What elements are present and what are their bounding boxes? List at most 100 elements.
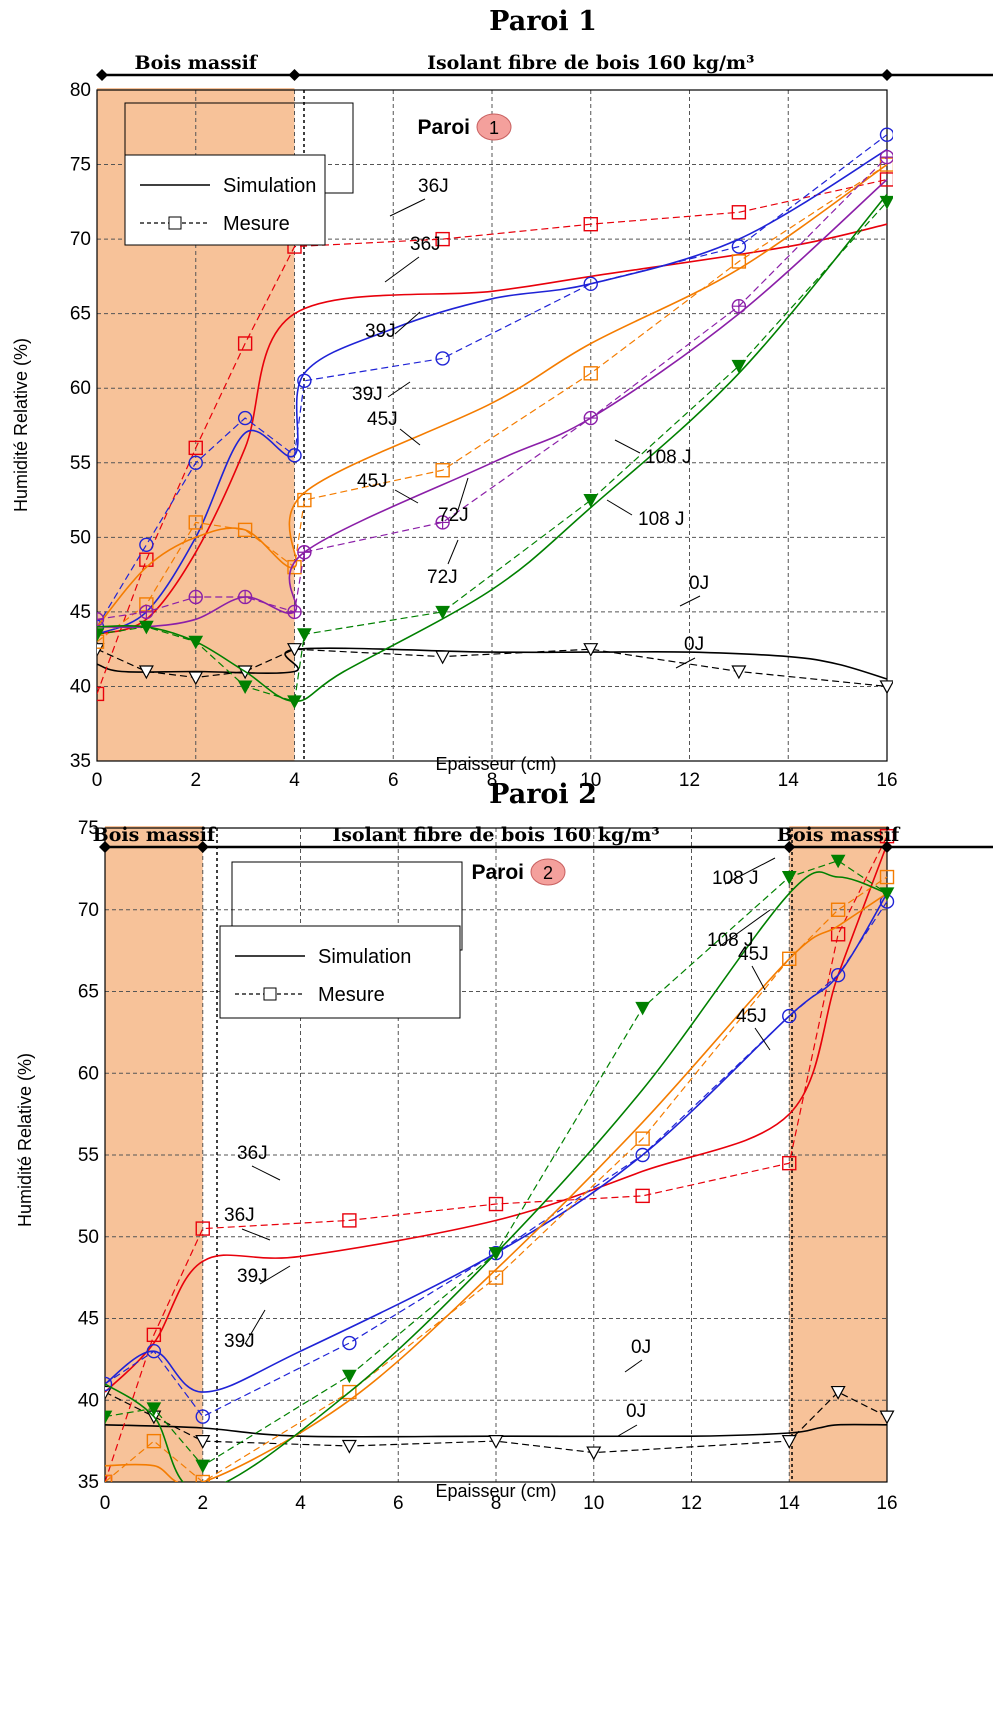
y-tick-label: 60 [78,1063,99,1084]
measurement-point [583,494,599,508]
measurement-point [287,448,302,463]
series-36j [105,828,895,1482]
x-tick-label: 2 [190,770,201,791]
measurement-point [195,1221,210,1236]
annotation-callout [394,311,421,335]
x-tick-label: 4 [295,1493,306,1514]
annotation-callout [457,477,469,511]
measurement-point [435,231,450,247]
measurement-point [830,1385,846,1400]
measurement-point [583,643,599,657]
zone-diamond [881,69,893,81]
legend: Simulation Mesure [124,154,326,246]
zone-label: Bois massif [93,824,217,846]
measurement-point [297,373,312,388]
measurement-point [731,205,747,220]
x-tick-label: 8 [487,770,498,791]
chart-title: Paroi 2 [489,779,597,810]
measurement-point [146,1327,162,1343]
simulation-line [105,892,888,1482]
measurement-point [731,254,747,269]
x-tick-label: 16 [876,1493,897,1514]
annotation-label: 36J [237,1143,268,1164]
measurement-point-cross [880,150,893,164]
measurement-point [195,1409,210,1424]
legend-mesure-marker [263,987,277,1001]
annotation-callout [614,439,641,454]
paroi-caption: Paroi [471,861,524,884]
measurement-point [97,628,105,642]
plot-frame [96,89,888,762]
y-tick-label: 35 [78,1472,99,1493]
measurement-point [731,239,747,254]
y-tick-label: 50 [70,527,91,548]
measurement-point [435,515,450,530]
measurement-point [879,869,895,885]
measurement-point [341,1439,357,1454]
measurement-point [583,276,598,292]
x-tick-label: 2 [197,1493,208,1514]
measurement-point [237,336,253,351]
measurement-point [237,680,253,694]
paroi-badge: Paroi 1 [417,113,512,141]
measurement-point [287,604,302,620]
zone-header: Bois massif Isolant fibre de bois 160 kg/… [96,52,993,81]
y-tick-label: 35 [70,751,91,772]
x-tick-label: 16 [876,770,897,791]
measurement-point-cross [584,411,598,425]
zone-label: Bois massif [135,52,259,74]
zone-diamond [881,841,893,853]
annotation-label: 108 J [712,868,758,889]
annotation-label: 36J [418,176,449,197]
annotation-callout [389,198,426,217]
annotation-label: 0J [631,1337,651,1358]
annotation-callout [719,909,771,947]
zone-shade-2 [789,826,887,1482]
legend-mesure-label: Mesure [223,213,290,235]
measurement-point [139,537,154,552]
measurement-point [342,1384,357,1400]
y-tick-label: 60 [70,378,91,399]
measurement-point [782,1155,797,1171]
y-tick-label: 80 [70,80,91,101]
zone-shade-0 [105,826,203,1482]
measurement-point [435,605,450,620]
measurement-point [830,854,846,869]
annotation-callout [724,857,776,885]
legend-box [124,154,326,246]
measurement-point [488,1196,504,1212]
annotation-callout [387,381,411,398]
x-tick-label: 8 [491,1493,502,1514]
measurement-point [286,643,303,657]
measurement-point [97,643,105,657]
measurement-point-cross [732,299,746,313]
chart-title: Paroi 1 [489,6,597,37]
annotation-label: 0J [689,573,709,594]
y-tick-label: 75 [70,155,91,176]
measurement-point [583,410,598,426]
y-tick-label: 55 [78,1145,99,1166]
annotation-callout [384,256,420,283]
measurement-point [879,149,893,165]
measurement-point [781,871,797,885]
annotation-label: 72J [438,505,469,526]
legend-simulation-label: Simulation [318,946,411,968]
measurement-line [97,201,888,703]
measurement-point [731,665,747,680]
measurement-point [188,515,203,530]
annotation-label: 36J [410,234,441,255]
measurement-point [146,1433,162,1449]
badge-number: 2 [543,863,553,883]
annotation-label: 45J [736,1006,767,1027]
measurement-point-cross [139,605,153,619]
annotation-label: 0J [684,634,704,655]
measurement-point [237,410,253,426]
annotation-label: 39J [224,1331,255,1352]
annotation-callout [679,595,701,607]
zone-header: Bois massif Isolant fibre de bois 160 kg/… [93,824,993,853]
measurement-point [188,455,203,470]
measurement-point [879,172,893,187]
measurement-point [195,1435,211,1449]
legend: Simulation Mesure [219,925,461,1019]
annotation-callout [751,965,766,991]
